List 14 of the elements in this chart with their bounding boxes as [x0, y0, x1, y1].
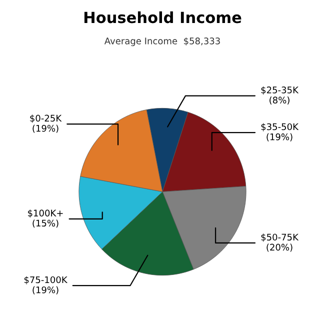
slice-label: $75-100K: [24, 276, 68, 284]
chart-subtitle: Average Income $58,333: [104, 37, 220, 46]
slice-label: $25-35K: [261, 86, 299, 95]
data-label: (15%): [32, 220, 58, 228]
data-label: (8%): [270, 96, 290, 105]
slice-label: $0-25K: [30, 114, 62, 123]
slice-label: $35-50K: [261, 123, 299, 132]
data-label: (20%): [266, 244, 292, 252]
data-label: (19%): [266, 133, 292, 142]
slice-label: $100K+: [28, 209, 63, 218]
chart-title: Household Income: [84, 11, 242, 24]
slice-label: $50-75K: [261, 234, 299, 242]
data-label: (19%): [32, 286, 58, 294]
data-label: (19%): [32, 124, 58, 133]
